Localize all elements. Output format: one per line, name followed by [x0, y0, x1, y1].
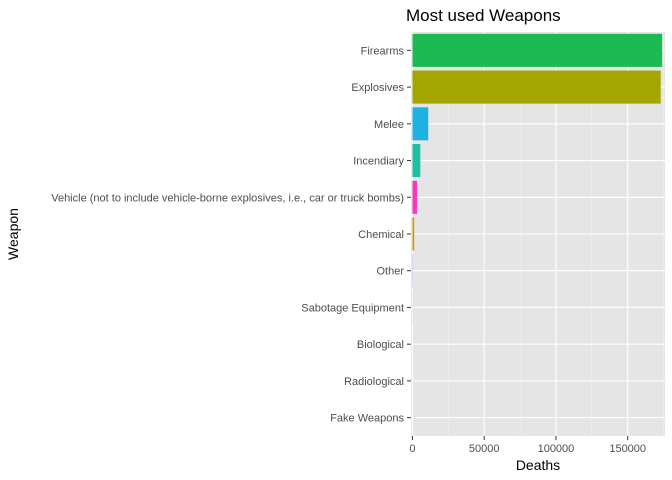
y-tick-label: Radiological	[344, 376, 404, 388]
bar	[412, 70, 661, 104]
x-tick-label: 150000	[609, 443, 646, 455]
bar	[412, 217, 415, 251]
y-axis-title: Weapon	[5, 208, 21, 260]
y-tick-label: Incendiary	[353, 156, 404, 168]
y-tick-label: Vehicle (not to include vehicle-borne ex…	[51, 192, 404, 204]
y-tick-label: Chemical	[358, 229, 404, 241]
y-tick-label: Firearms	[361, 45, 405, 57]
x-axis-title: Deaths	[516, 457, 560, 473]
chart-title: Most used Weapons	[406, 6, 561, 25]
x-tick-label: 100000	[538, 443, 575, 455]
y-tick-label: Fake Weapons	[330, 413, 404, 425]
bar	[412, 107, 429, 141]
x-tick-label: 50000	[469, 443, 500, 455]
y-tick-label: Explosives	[351, 82, 404, 94]
x-axis-ticks: 0 50000 100000 150000	[409, 436, 646, 455]
y-tick-label: Biological	[357, 339, 404, 351]
y-axis-ticks: Firearms Explosives Melee Incendiary Vehicle…	[51, 45, 411, 425]
x-tick-label: 0	[409, 443, 415, 455]
y-tick-label: Sabotage Equipment	[301, 302, 404, 314]
bar	[412, 180, 418, 214]
y-tick-label: Melee	[374, 119, 404, 131]
bars	[412, 33, 663, 361]
bar	[412, 33, 663, 67]
bar	[412, 144, 421, 178]
y-tick-label: Other	[376, 266, 404, 278]
